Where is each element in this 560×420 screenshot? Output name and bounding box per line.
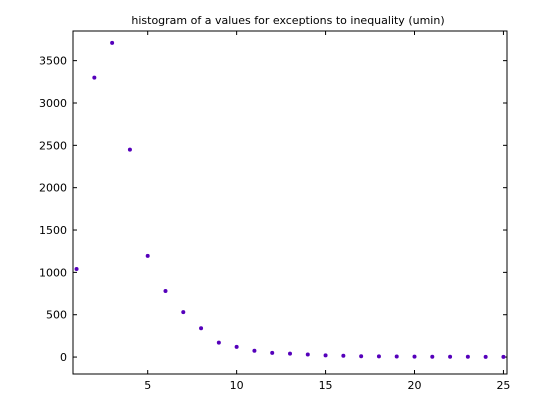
data-point: [92, 75, 97, 80]
data-point: [394, 354, 399, 359]
chart-title: histogram of a values for exceptions to …: [131, 14, 444, 27]
data-point: [376, 354, 381, 359]
data-point: [448, 354, 453, 359]
data-point: [74, 266, 79, 271]
y-tick-label: 0: [60, 351, 67, 364]
data-point: [412, 354, 417, 359]
plot-frame: [72, 30, 508, 375]
data-point: [199, 326, 204, 331]
data-point: [234, 344, 239, 349]
x-tick-label: 15: [319, 379, 333, 392]
data-point: [341, 353, 346, 358]
data-point: [359, 354, 364, 359]
data-point: [323, 353, 328, 358]
x-axis-ticks: 5 10 15 20 25: [144, 31, 510, 392]
y-tick-label: 1000: [39, 266, 67, 279]
y-tick-label: 1500: [39, 224, 67, 237]
data-point: [181, 310, 186, 315]
data-point: [305, 352, 310, 357]
x-tick-label: 20: [408, 379, 422, 392]
data-point: [127, 147, 132, 152]
x-tick-label: 5: [144, 379, 151, 392]
data-point: [465, 354, 470, 359]
data-points: [74, 40, 506, 359]
data-point: [430, 354, 435, 359]
data-point: [145, 253, 150, 258]
y-tick-label: 2500: [39, 139, 67, 152]
x-tick-label: 10: [230, 379, 244, 392]
data-point: [110, 40, 115, 45]
data-point: [216, 340, 221, 345]
data-point: [252, 348, 257, 353]
data-point: [163, 289, 168, 294]
y-axis-ticks: 0 500 1000 1500 2000 2500 3000 3500: [39, 55, 507, 364]
y-tick-label: 3000: [39, 97, 67, 110]
x-tick-label: 25: [496, 379, 510, 392]
y-tick-label: 2000: [39, 182, 67, 195]
data-point: [483, 354, 488, 359]
data-point: [270, 350, 275, 355]
y-tick-label: 3500: [39, 55, 67, 68]
data-point: [288, 351, 292, 356]
data-point: [501, 354, 506, 359]
y-tick-label: 500: [46, 309, 67, 322]
